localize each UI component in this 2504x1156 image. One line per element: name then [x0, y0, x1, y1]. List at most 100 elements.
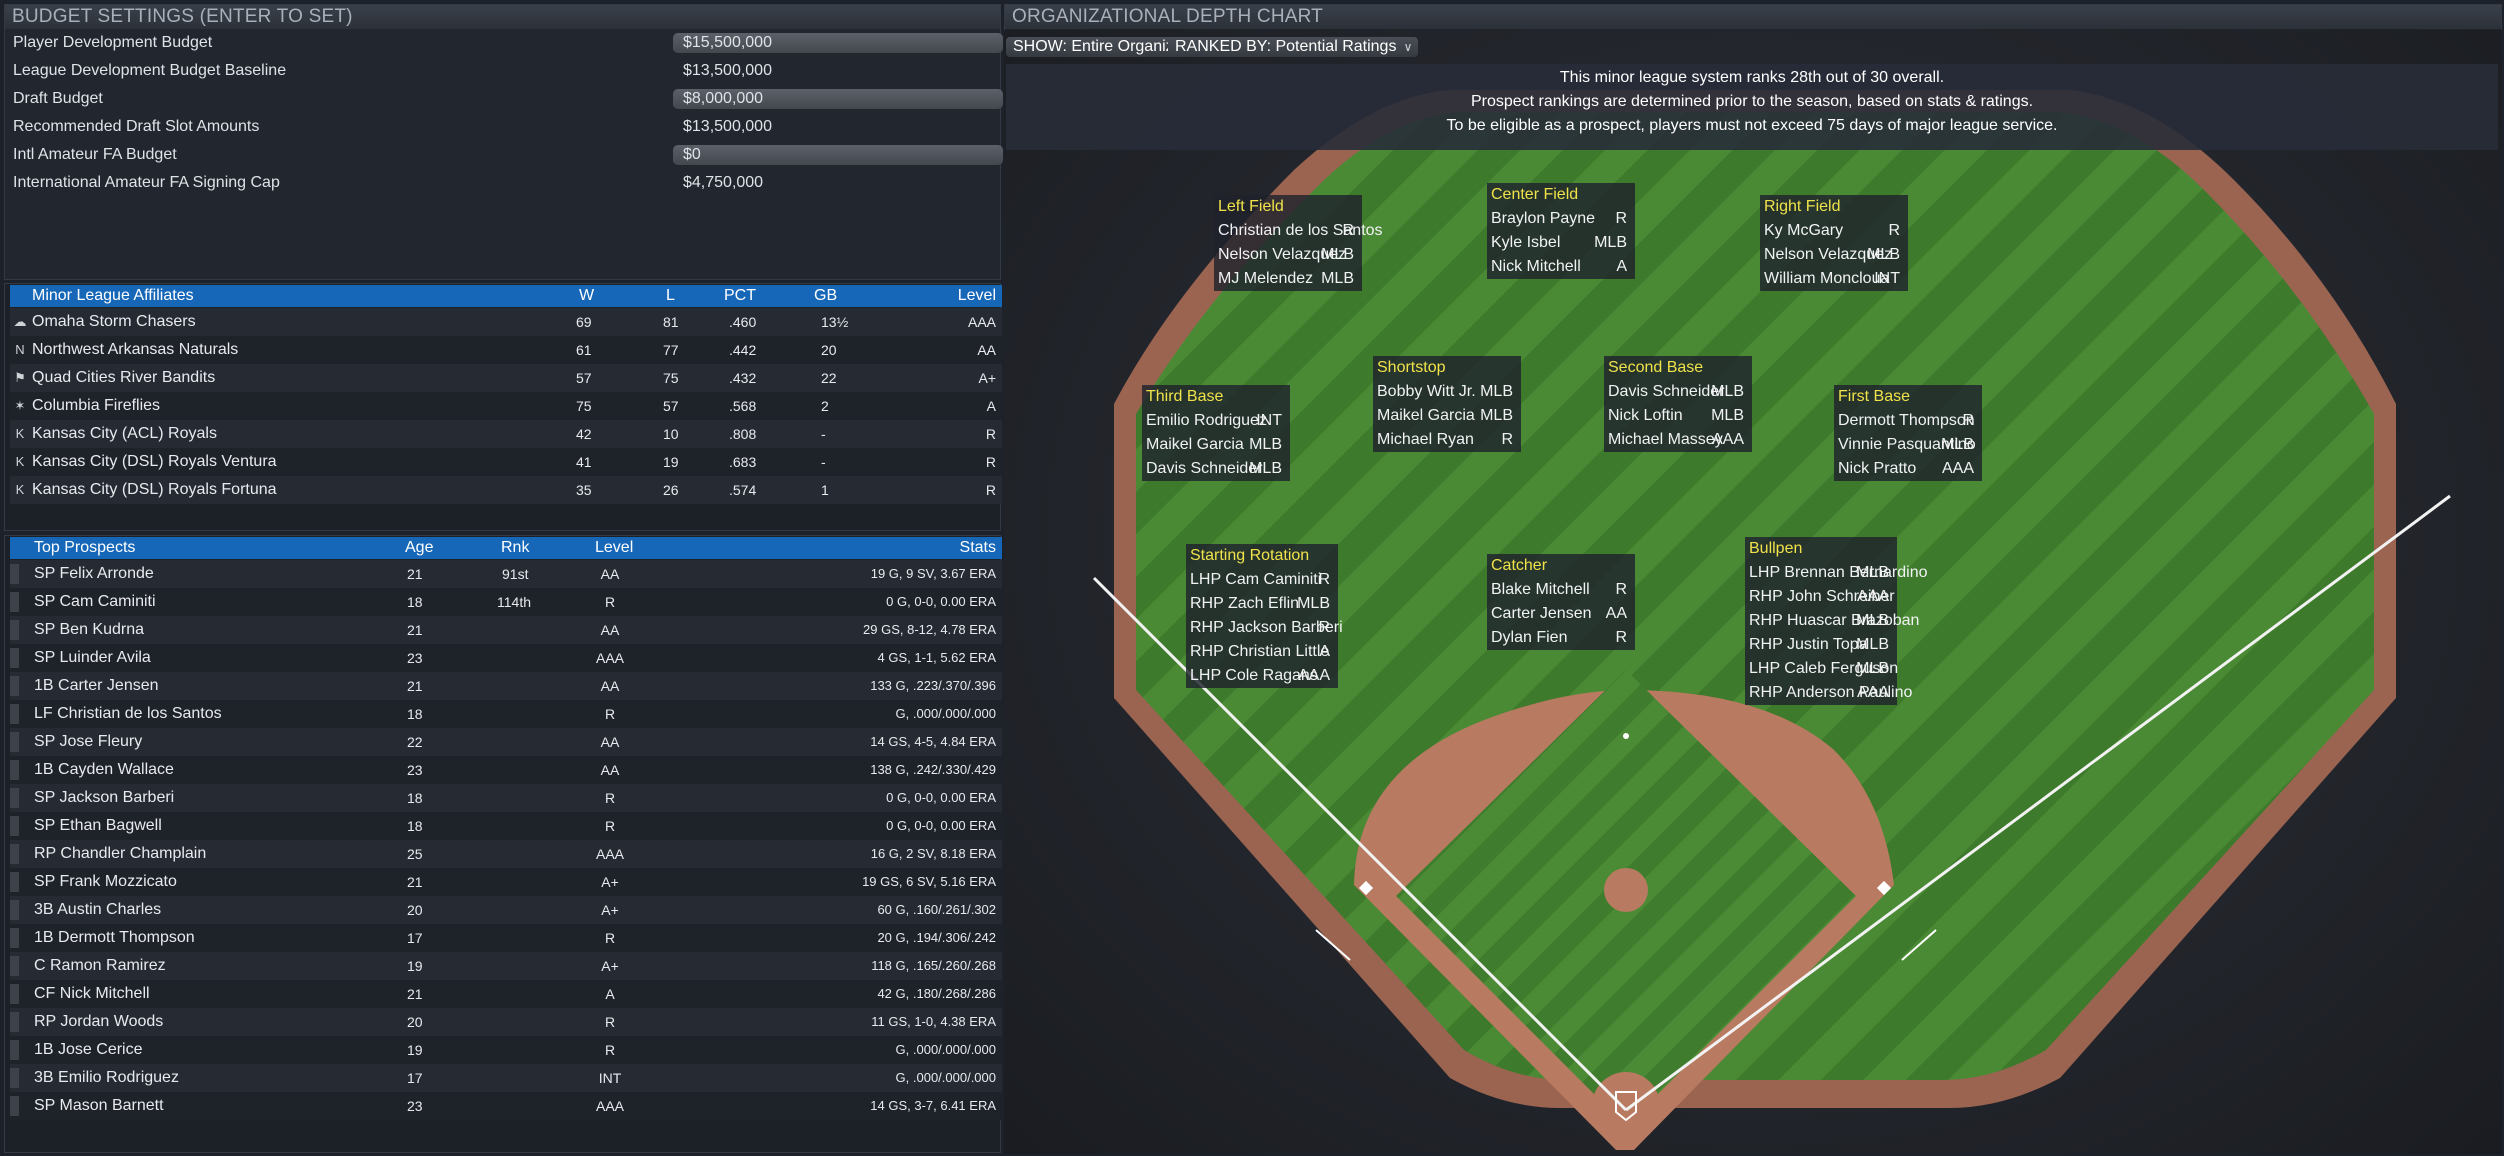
depth-player[interactable]: Kyle Isbel MLB: [1491, 231, 1631, 255]
depth-player[interactable]: Ky McGary R: [1764, 219, 1904, 243]
player-name[interactable]: Dylan Fien: [1491, 629, 1568, 646]
depth-player[interactable]: LHP Cam Caminiti R: [1190, 568, 1334, 592]
player-name[interactable]: Nick Mitchell: [1491, 258, 1581, 275]
depth-player[interactable]: Maikel Garcia MLB: [1377, 404, 1517, 428]
depth-player[interactable]: RHP Christian Little A: [1190, 640, 1334, 664]
prospect-name[interactable]: SP Mason Barnett: [34, 1097, 164, 1114]
col-pct[interactable]: PCT: [724, 287, 756, 304]
depth-player[interactable]: Nick Mitchell A: [1491, 255, 1631, 279]
depth-player[interactable]: Nick Pratto AAA: [1838, 457, 1978, 481]
depth-player[interactable]: RHP Justin Topa MLB: [1749, 633, 1893, 657]
prospect-name[interactable]: SP Jose Fleury: [34, 733, 143, 750]
prospect-name[interactable]: SP Cam Caminiti: [34, 593, 156, 610]
player-name[interactable]: Nick Loftin: [1608, 407, 1683, 424]
player-name[interactable]: Nelson Velazquez: [1218, 246, 1347, 263]
prospect-row[interactable]: 1B Jose Cerice 19 R G, .000/.000/.000: [10, 1036, 1002, 1064]
budget-input[interactable]: $15,500,000: [673, 33, 1003, 53]
prospect-row[interactable]: LF Christian de los Santos 18 R G, .000/.00…: [10, 700, 1002, 728]
affiliate-team[interactable]: Northwest Arkansas Naturals: [32, 341, 239, 358]
depth-player[interactable]: Braylon Payne R: [1491, 207, 1631, 231]
affiliate-row[interactable]: N Northwest Arkansas Naturals 61 77 .442 20 AA: [10, 336, 1002, 364]
depth-player[interactable]: RHP Anderson Paulino AAA: [1749, 681, 1912, 705]
player-name[interactable]: LHP Caleb Ferguson: [1749, 660, 1899, 677]
depth-player[interactable]: Nelson Velazquez MLB: [1764, 243, 1904, 267]
prospect-name[interactable]: 1B Carter Jensen: [34, 677, 159, 694]
player-name[interactable]: Emilio Rodriguez: [1146, 412, 1267, 429]
player-name[interactable]: RHP Jackson Barberi: [1190, 619, 1343, 636]
depth-player[interactable]: Davis Schneider MLB: [1146, 457, 1286, 481]
prospect-name[interactable]: SP Frank Mozzicato: [34, 873, 177, 890]
col-level[interactable]: Level: [957, 287, 996, 304]
col-l[interactable]: L: [666, 287, 675, 304]
depth-player[interactable]: William Moncloua INT: [1764, 267, 1904, 291]
depth-player[interactable]: Michael Massey AAA: [1608, 428, 1748, 452]
depth-player[interactable]: RHP Huascar Brazoban MLB: [1749, 609, 1919, 633]
prospect-name[interactable]: LF Christian de los Santos: [34, 705, 222, 722]
depth-player[interactable]: MJ Melendez MLB: [1218, 267, 1358, 291]
affiliate-row[interactable]: K Kansas City (DSL) Royals Ventura 41 19 .68…: [10, 448, 1002, 476]
player-name[interactable]: RHP Anderson Paulino: [1749, 684, 1913, 701]
player-name[interactable]: Michael Massey: [1608, 431, 1723, 448]
prospect-row[interactable]: SP Jackson Barberi 18 R 0 G, 0-0, 0.00 ERA: [10, 784, 1002, 812]
affiliate-team[interactable]: Quad Cities River Bandits: [32, 369, 216, 386]
depth-player[interactable]: LHP Cole Ragans AAA: [1190, 664, 1334, 688]
prospect-row[interactable]: SP Cam Caminiti 18 114th R 0 G, 0-0, 0.00 ER…: [10, 588, 1002, 616]
col-rnk[interactable]: Rnk: [501, 539, 530, 556]
depth-player[interactable]: Michael Ryan R: [1377, 428, 1517, 452]
depth-player[interactable]: LHP Caleb Ferguson MLB: [1749, 657, 1898, 681]
depth-player[interactable]: Christian de los Santos R: [1218, 219, 1383, 243]
ranked-by-dropdown[interactable]: RANKED BY: Potential Ratings ∨: [1168, 37, 1419, 57]
player-name[interactable]: RHP Huascar Brazoban: [1749, 612, 1920, 629]
depth-player[interactable]: Davis Schneider MLB: [1608, 380, 1748, 404]
prospect-row[interactable]: 1B Dermott Thompson 17 R 20 G, .194/.306/.2…: [10, 924, 1002, 952]
budget-input[interactable]: $0: [673, 145, 1003, 165]
player-name[interactable]: Davis Schneider: [1146, 460, 1263, 477]
player-name[interactable]: Carter Jensen: [1491, 605, 1592, 622]
prospect-row[interactable]: RP Chandler Champlain 25 AAA 16 G, 2 SV, 8.…: [10, 840, 1002, 868]
depth-player[interactable]: Blake Mitchell R: [1491, 578, 1631, 602]
affiliate-row[interactable]: K Kansas City (ACL) Royals 42 10 .808 - R: [10, 420, 1002, 448]
depth-player[interactable]: Nelson Velazquez MLB: [1218, 243, 1358, 267]
prospect-row[interactable]: SP Mason Barnett 23 AAA 14 GS, 3-7, 6.41 ER…: [10, 1092, 1002, 1120]
prospect-name[interactable]: 1B Dermott Thompson: [34, 929, 195, 946]
prospect-name[interactable]: 3B Austin Charles: [34, 901, 162, 918]
prospect-row[interactable]: SP Ben Kudrna 21 AA 29 GS, 8-12, 4.78 ERA: [10, 616, 1002, 644]
player-name[interactable]: Michael Ryan: [1377, 431, 1474, 448]
prospect-row[interactable]: C Ramon Ramirez 19 A+ 118 G, .165/.260/.268: [10, 952, 1002, 980]
prospect-name[interactable]: CF Nick Mitchell: [34, 985, 150, 1002]
player-name[interactable]: Braylon Payne: [1491, 210, 1596, 227]
depth-player[interactable]: Maikel Garcia MLB: [1146, 433, 1286, 457]
prospect-row[interactable]: RP Jordan Woods 20 R 11 GS, 1-0, 4.38 ERA: [10, 1008, 1002, 1036]
affiliate-team[interactable]: Kansas City (DSL) Royals Ventura: [32, 453, 277, 470]
player-name[interactable]: Maikel Garcia: [1146, 436, 1244, 453]
col-affiliates[interactable]: Minor League Affiliates: [32, 287, 194, 304]
depth-player[interactable]: LHP Brennan Bernardino MLB: [1749, 561, 1928, 585]
depth-player[interactable]: Dermott Thompson R: [1838, 409, 1978, 433]
depth-player[interactable]: Vinnie Pasquantino MLB: [1838, 433, 1978, 457]
col-age[interactable]: Age: [405, 539, 434, 556]
depth-player[interactable]: Dylan Fien R: [1491, 626, 1631, 650]
prospect-name[interactable]: SP Ethan Bagwell: [34, 817, 162, 834]
player-name[interactable]: RHP Christian Little: [1190, 643, 1330, 660]
player-name[interactable]: Blake Mitchell: [1491, 581, 1590, 598]
depth-player[interactable]: RHP Jackson Barberi R: [1190, 616, 1343, 640]
col-stats[interactable]: Stats: [959, 539, 996, 556]
prospect-row[interactable]: SP Felix Arronde 21 91st AA 19 G, 9 SV, 3.67…: [10, 560, 1002, 588]
prospect-row[interactable]: CF Nick Mitchell 21 A 42 G, .180/.268/.286: [10, 980, 1002, 1008]
player-name[interactable]: William Moncloua: [1764, 270, 1890, 287]
prospect-name[interactable]: 1B Jose Cerice: [34, 1041, 143, 1058]
affiliate-team[interactable]: Kansas City (ACL) Royals: [32, 425, 217, 442]
prospect-name[interactable]: SP Jackson Barberi: [34, 789, 175, 806]
prospect-name[interactable]: C Ramon Ramirez: [34, 957, 166, 974]
prospect-name[interactable]: RP Chandler Champlain: [34, 845, 207, 862]
prospect-row[interactable]: SP Frank Mozzicato 21 A+ 19 GS, 6 SV, 5.16 …: [10, 868, 1002, 896]
player-name[interactable]: LHP Cam Caminiti: [1190, 571, 1322, 588]
prospect-name[interactable]: 3B Emilio Rodriguez: [34, 1069, 179, 1086]
player-name[interactable]: Maikel Garcia: [1377, 407, 1475, 424]
player-name[interactable]: RHP Justin Topa: [1749, 636, 1868, 653]
prospect-row[interactable]: SP Jose Fleury 22 AA 14 GS, 4-5, 4.84 ERA: [10, 728, 1002, 756]
col-w[interactable]: W: [579, 287, 595, 304]
col-gb[interactable]: GB: [814, 287, 838, 304]
player-name[interactable]: Ky McGary: [1764, 222, 1844, 239]
player-name[interactable]: Nelson Velazquez: [1764, 246, 1893, 263]
